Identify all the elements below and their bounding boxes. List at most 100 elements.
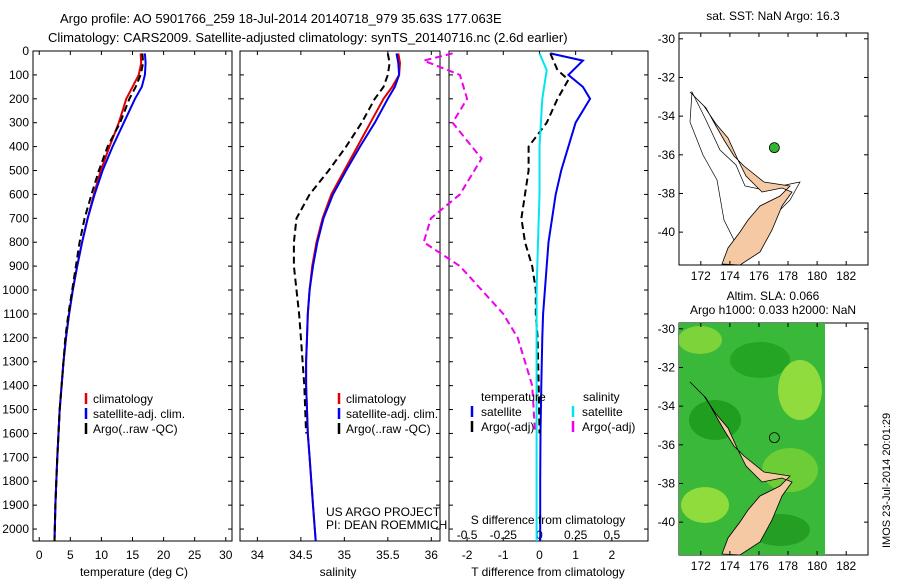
map-x-tick-label: 174 [720,269,740,283]
depth-tick-label: 500 [9,164,29,178]
map-bottom-ticks: 172 174 176 178 180 182 -30 -32 -34 -36 -38 -40 [658,322,868,573]
salinity-xlabel: salinity [320,565,357,579]
depth-tick-label: 1000 [2,283,29,297]
depth-tick-label: 2000 [2,522,29,536]
map-x-tick-label: 172 [691,269,711,283]
x-tick-label: -2 [462,548,473,562]
map-top-land [689,90,801,265]
map-x-tick-label: 178 [778,269,798,283]
difference-axes [448,50,649,542]
map-x-tick-label: 182 [836,559,856,573]
map-x-tick-label: 176 [749,559,769,573]
x-tick-label: 35.5 [376,548,400,562]
temperature-legend: climatology satellite-adj. clim. Argo(..… [84,392,185,436]
series-line-climatology [53,53,143,542]
legend-satellite: satellite-adj. clim. [346,407,438,421]
map-y-tick-label: -30 [658,32,676,46]
map-y-tick-label: -32 [658,70,676,84]
imos-watermark: IMOS 23-Jul-2014 20:01:29 [881,413,893,548]
depth-tick-label: 200 [9,92,29,106]
depth-tick-label: 700 [9,211,29,225]
map-y-tick-label: -32 [658,360,676,374]
map-y-tick-label: -40 [658,225,676,239]
t-difference-xlabel: T difference from climatology [471,565,625,579]
difference-legend: temperature salinity satellite satellite… [470,390,635,434]
s-diff-tick-label: 0.25 [564,528,588,542]
x-tick-label: 35 [338,548,352,562]
axis-ticks: 0100200300400500600700800900100011001200… [2,44,648,562]
legend-s-argo: Argo(-adj) [582,420,635,434]
map-bottom-title-2: Argo h1000: 0.033 h2000: NaN [690,303,856,317]
depth-tick-label: 300 [9,116,29,130]
argo-position-marker-top [768,142,780,154]
map-y-tick-label: -38 [658,186,676,200]
x-tick-label: 25 [188,548,202,562]
north-island-lower [689,381,793,555]
x-tick-label: -1 [498,548,509,562]
legend-s-satellite: satellite [582,405,623,419]
x-tick-label: 0 [536,548,543,562]
s-difference-xlabel: S difference from climatology [471,513,626,527]
legend-t-satellite: satellite [481,405,522,419]
depth-tick-label: 1300 [2,355,29,369]
series-line-salinity-satellite [535,53,548,541]
x-tick-label: 5 [67,548,74,562]
legend-temperature-title: temperature [481,390,546,404]
x-tick-label: 2 [608,548,615,562]
map-y-tick-label: -30 [658,322,676,336]
series-line-temperature-argo-adj- [520,53,570,434]
legend-argo: Argo(..raw -QC) [93,422,178,436]
map-y-tick-label: -34 [658,109,676,123]
x-tick-label: 15 [126,548,140,562]
legend-climatology: climatology [346,392,406,406]
depth-tick-label: 1500 [2,403,29,417]
series-line-salinity-argo-adj- [420,52,537,434]
temperature-xlabel: temperature (deg C) [80,565,188,579]
series-line-argo-raw-qc- [292,53,391,434]
legend-satellite: satellite-adj. clim. [93,407,185,421]
depth-tick-label: 1600 [2,426,29,440]
x-tick-label: 30 [219,548,233,562]
series-line-temperature-satellite [539,52,592,541]
depth-tick-label: 1200 [2,331,29,345]
series-line-climatology [305,53,402,542]
depth-tick-label: 1100 [3,307,29,321]
depth-tick-label: 800 [9,235,29,249]
series-line-satellite-adj-clim- [305,53,401,542]
map-x-tick-label: 182 [836,269,856,283]
map-x-tick-label: 180 [807,269,827,283]
x-tick-label: 34 [251,548,265,562]
profile-lines [53,52,592,542]
x-tick-label: 1 [572,548,579,562]
map-x-tick-label: 172 [691,559,711,573]
temperature-axes [32,50,233,542]
map-top-ticks: 172 174 176 178 180 182 -30 -32 -34 -36 -38 -40 [658,32,868,283]
series-line-argo-raw-qc- [53,53,145,542]
depth-tick-label: 1800 [2,474,29,488]
map-bottom-sla-field [679,323,825,555]
depth-tick-label: 600 [9,187,29,201]
map-y-tick-label: -38 [658,476,676,490]
depth-tick-label: 1700 [2,450,29,464]
depth-tick-label: 900 [9,259,29,273]
salinity-axes [239,50,441,542]
depth-tick-label: 1900 [2,498,29,512]
map-top-title: sat. SST: NaN Argo: 16.3 [706,9,840,23]
series-line-satellite-adj-clim- [53,53,147,542]
coast-contour-outer [689,90,801,241]
north-island [689,91,793,265]
depth-tick-label: 1400 [2,379,29,393]
map-x-tick-label: 180 [807,559,827,573]
salinity-legend: climatology satellite-adj. clim. Argo(..… [337,392,438,436]
s-diff-tick-label: -0.25 [490,528,518,542]
credit-line-2: PI: DEAN ROEMMICH [326,518,447,532]
legend-t-argo: Argo(-adj) [481,420,534,434]
map-y-tick-label: -36 [658,438,676,452]
map-y-tick-label: -34 [658,399,676,413]
map-y-tick-label: -36 [658,148,676,162]
legend-climatology: climatology [93,392,153,406]
s-diff-tick-label: 0.5 [603,528,620,542]
depth-tick-label: 0 [22,44,29,58]
header-line-2: Climatology: CARS2009. Satellite-adjuste… [48,30,568,45]
